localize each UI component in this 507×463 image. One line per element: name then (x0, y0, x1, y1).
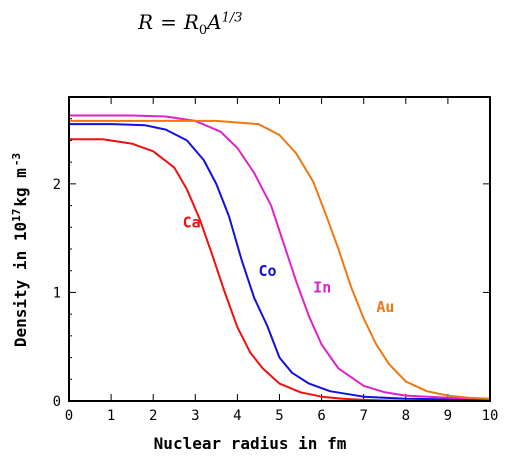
y-axis-title-unit-exp: -3 (10, 153, 23, 166)
series-line-au (69, 119, 491, 400)
x-tick-label: 3 (191, 408, 199, 424)
x-axis-title: Nuclear radius in fm (154, 434, 347, 453)
x-tick-label: 8 (402, 408, 410, 424)
series-line-co (69, 123, 491, 401)
x-tick-label: 4 (233, 408, 241, 424)
x-tick-label: 2 (149, 408, 157, 424)
formula: R = R0A1/3 (138, 10, 243, 38)
x-tick-label: 6 (317, 408, 325, 424)
x-tick-label: 0 (65, 408, 73, 424)
formula-rhs-exp: 1/3 (221, 10, 243, 26)
y-tick-label: 0 (53, 394, 61, 410)
y-tick-label: 2 (53, 177, 61, 193)
series-label-ca: Ca (183, 213, 201, 231)
y-axis-title-exp: 17 (10, 209, 23, 222)
y-axis-title-main: Density in 10 (11, 222, 30, 347)
y-tick-label: 1 (53, 285, 61, 301)
series-line-ca (69, 138, 490, 402)
formula-lhs: R (138, 10, 154, 34)
y-axis-title: Density in 1017 kg m -3 (10, 153, 30, 347)
series-label-co: Co (258, 262, 276, 280)
x-tick-label: 9 (444, 408, 452, 424)
formula-rhs-var: A (207, 10, 222, 34)
tick-labels: 0 1 2 3 4 5 6 7 8 9 10 0 1 2 (53, 177, 499, 424)
x-tick-label: 7 (359, 408, 367, 424)
series-labels: Ca Co In Au (183, 213, 395, 316)
formula-equals: = (160, 10, 177, 34)
x-tick-label: 5 (275, 408, 283, 424)
formula-rhs-base: R (183, 10, 199, 34)
series-group (69, 114, 491, 402)
series-label-in: In (313, 278, 331, 296)
x-tick-label: 1 (107, 408, 115, 424)
series-label-au: Au (376, 298, 394, 316)
x-tick-label: 10 (482, 408, 499, 424)
plot-frame (68, 96, 491, 402)
y-axis-title-unit: kg m (11, 168, 30, 207)
formula-rhs-sub: 0 (198, 23, 208, 38)
